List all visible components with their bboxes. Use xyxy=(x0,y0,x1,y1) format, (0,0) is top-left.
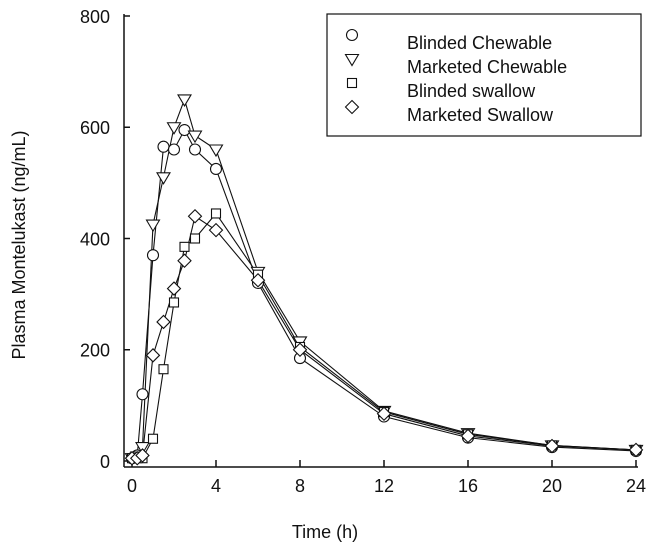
x-tick-label: 20 xyxy=(542,476,562,496)
x-tick-label: 24 xyxy=(626,476,646,496)
data-point xyxy=(210,208,222,219)
data-point xyxy=(376,406,392,421)
x-tick-label: 8 xyxy=(295,476,305,496)
data-point xyxy=(166,281,182,296)
data-point xyxy=(628,442,644,458)
data-point xyxy=(166,122,182,135)
data-point xyxy=(544,438,560,454)
data-point xyxy=(147,433,159,444)
legend-label: Blinded swallow xyxy=(407,81,536,101)
x-tick-label: 12 xyxy=(374,476,394,496)
x-tick-label: 0 xyxy=(127,476,137,496)
data-point xyxy=(188,143,202,156)
data-point xyxy=(187,208,203,224)
legend-marker xyxy=(346,77,358,89)
data-point xyxy=(146,249,160,262)
data-point xyxy=(156,172,171,185)
data-point xyxy=(189,233,201,244)
data-point xyxy=(177,94,192,108)
y-tick-label: 600 xyxy=(80,118,110,138)
data-point xyxy=(187,130,203,144)
data-point xyxy=(460,428,476,444)
data-point xyxy=(156,314,171,330)
x-tick-label: 16 xyxy=(458,476,478,496)
data-point xyxy=(136,388,149,401)
data-point xyxy=(145,348,161,363)
data-point xyxy=(208,222,224,238)
data-point xyxy=(145,219,161,233)
data-point xyxy=(135,442,150,455)
data-point xyxy=(208,144,224,158)
legend-marker xyxy=(344,53,360,67)
legend-box xyxy=(326,13,642,137)
y-tick-label: 200 xyxy=(80,341,110,361)
y-tick-label: 800 xyxy=(80,7,110,27)
y-axis-label: Plasma Montelukast (ng/mL) xyxy=(9,130,29,359)
series-line xyxy=(131,97,637,459)
legend-marker xyxy=(345,28,359,42)
y-tick-label: 400 xyxy=(80,229,110,249)
data-point xyxy=(292,342,308,358)
data-point xyxy=(157,140,170,153)
x-axis-label: Time (h) xyxy=(292,522,358,542)
data-point xyxy=(179,241,190,252)
data-point xyxy=(177,253,192,269)
legend-label: Marketed Swallow xyxy=(407,105,554,125)
data-point xyxy=(178,123,191,137)
legend-label: Blinded Chewable xyxy=(407,33,552,53)
data-point xyxy=(209,162,223,176)
data-point xyxy=(168,297,180,308)
data-point xyxy=(135,448,150,463)
y-tick-label: 0 xyxy=(100,452,110,472)
data-point xyxy=(167,143,181,156)
legend-marker xyxy=(344,99,360,115)
x-tick-label: 4 xyxy=(211,476,221,496)
data-point xyxy=(158,364,169,375)
data-point xyxy=(250,272,266,288)
legend-label: Marketed Chewable xyxy=(407,57,567,77)
